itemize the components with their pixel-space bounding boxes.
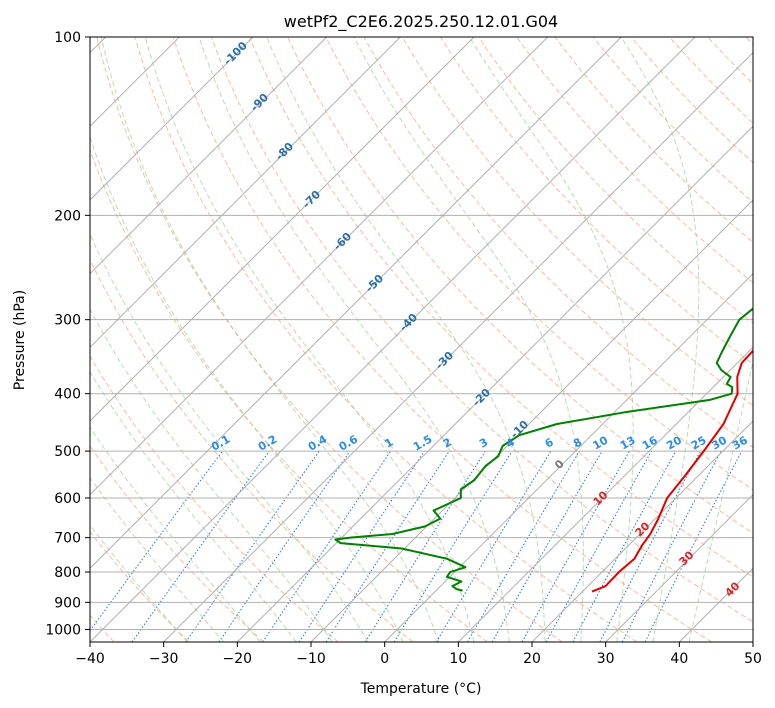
mixing-ratio-line <box>262 450 392 642</box>
plot-background <box>90 37 753 642</box>
mixing-ratio-line <box>521 450 630 642</box>
y-tick-label: 100 <box>54 30 81 46</box>
moist-adiabat-line <box>353 37 584 642</box>
x-axis: −40 −30 −20 −10 0 10 20 30 40 50 <box>75 642 762 667</box>
x-tick-label: 30 <box>597 651 615 667</box>
dry-adiabat-line <box>90 445 264 642</box>
dry-adiabat-line <box>90 531 190 642</box>
moist-adiabat-line <box>100 37 439 642</box>
y-axis: 100 200 300 400 500 600 700 800 900 1000 <box>45 30 90 638</box>
isotherms <box>90 37 753 642</box>
x-tick-label: 0 <box>380 651 389 667</box>
mixing-ratio-line <box>599 450 701 642</box>
y-tick-label: 900 <box>54 595 81 611</box>
isotherm-line <box>90 37 328 275</box>
mixing-ratio-line <box>621 450 722 642</box>
dry-adiabat-line <box>90 355 339 642</box>
isotherm-line <box>90 37 254 201</box>
mixing-ratio-line <box>298 450 425 642</box>
x-tick-label: −20 <box>223 651 253 667</box>
y-axis-label: Pressure (hPa) <box>12 290 28 390</box>
isotherm-line <box>384 272 753 642</box>
y-tick-label: 1000 <box>45 622 81 638</box>
dry-adiabat-line <box>134 37 638 642</box>
mixing-ratio-line <box>185 450 320 642</box>
isotherm-line <box>90 37 401 349</box>
isotherm-line <box>90 37 696 642</box>
moist-adiabat-line <box>266 37 546 642</box>
y-tick-label: 800 <box>54 565 81 581</box>
plot-frame <box>89 36 754 643</box>
moist-adiabat-line <box>688 358 753 642</box>
dewpoint-profile-line <box>334 307 753 592</box>
dry-adiabat-line <box>325 37 753 491</box>
moist-adiabat-line <box>90 426 261 642</box>
y-tick-label: 400 <box>54 387 81 403</box>
dry-adiabat-line <box>439 37 753 365</box>
isotherm-line <box>90 37 475 422</box>
mixing-ratio-line <box>572 450 677 642</box>
y-tick-label: 500 <box>54 444 81 460</box>
isotherm-line <box>531 420 753 642</box>
moist-adiabat-line <box>90 476 225 642</box>
dry-adiabat-line <box>90 148 488 642</box>
y-tick-label: 600 <box>54 491 81 507</box>
chart-title: wetPf2_C2E6.2025.250.12.01.G04 <box>284 12 558 32</box>
dry-adiabat-line <box>210 37 753 623</box>
x-tick-label: −10 <box>296 651 326 667</box>
moist-adiabat-line <box>90 308 333 642</box>
mixing-ratio-line <box>644 450 743 642</box>
dry-adiabat-line <box>249 37 753 578</box>
y-tick-label: 200 <box>54 208 81 224</box>
dry-adiabat-line <box>401 37 753 406</box>
isotherm-line <box>752 641 753 642</box>
mixing-ratio-line <box>393 450 513 642</box>
mixing-ratio-line <box>218 450 351 642</box>
isotherm-line <box>605 493 753 642</box>
mixing-ratio-lines <box>90 450 743 642</box>
mixing-ratio-line <box>364 450 486 642</box>
moist-adiabat-line <box>144 37 475 642</box>
isotherm-line <box>310 199 753 642</box>
y-tick-label: 300 <box>54 313 81 329</box>
dry-adiabat-line <box>172 37 712 642</box>
moist-adiabat-line <box>620 37 700 642</box>
profiles <box>334 307 753 593</box>
isotherm-line <box>90 37 549 496</box>
moist-adiabat-line <box>90 135 404 642</box>
mixing-ratio-line <box>325 450 450 642</box>
mixing-ratio-line <box>90 450 223 632</box>
isotherm-line <box>457 346 753 642</box>
x-tick-label: −40 <box>75 651 105 667</box>
mixing-ratio-line <box>131 450 270 642</box>
x-tick-label: 40 <box>670 651 688 667</box>
moist-adiabat-line <box>469 37 634 642</box>
x-axis-label: Temperature (°C) <box>360 681 482 697</box>
isobars <box>90 37 753 630</box>
dry-adiabat-line <box>96 37 563 642</box>
moist-adiabat-line <box>198 37 510 642</box>
mixing-ratio-line <box>545 450 653 642</box>
dry-adiabats <box>90 37 753 642</box>
moist-adiabats <box>90 37 753 642</box>
temperature-profile-line <box>591 349 753 593</box>
moist-adiabat-line <box>90 233 369 642</box>
x-tick-label: 20 <box>523 651 541 667</box>
mixing-ratio-line <box>435 450 552 642</box>
x-tick-label: 50 <box>744 651 762 667</box>
y-tick-label: 700 <box>54 531 81 547</box>
x-tick-label: 10 <box>449 651 467 667</box>
dry-adiabat-line <box>516 37 753 284</box>
isotherm-line <box>163 51 753 642</box>
x-tick-label: −30 <box>149 651 179 667</box>
isotherm-line <box>90 37 622 570</box>
